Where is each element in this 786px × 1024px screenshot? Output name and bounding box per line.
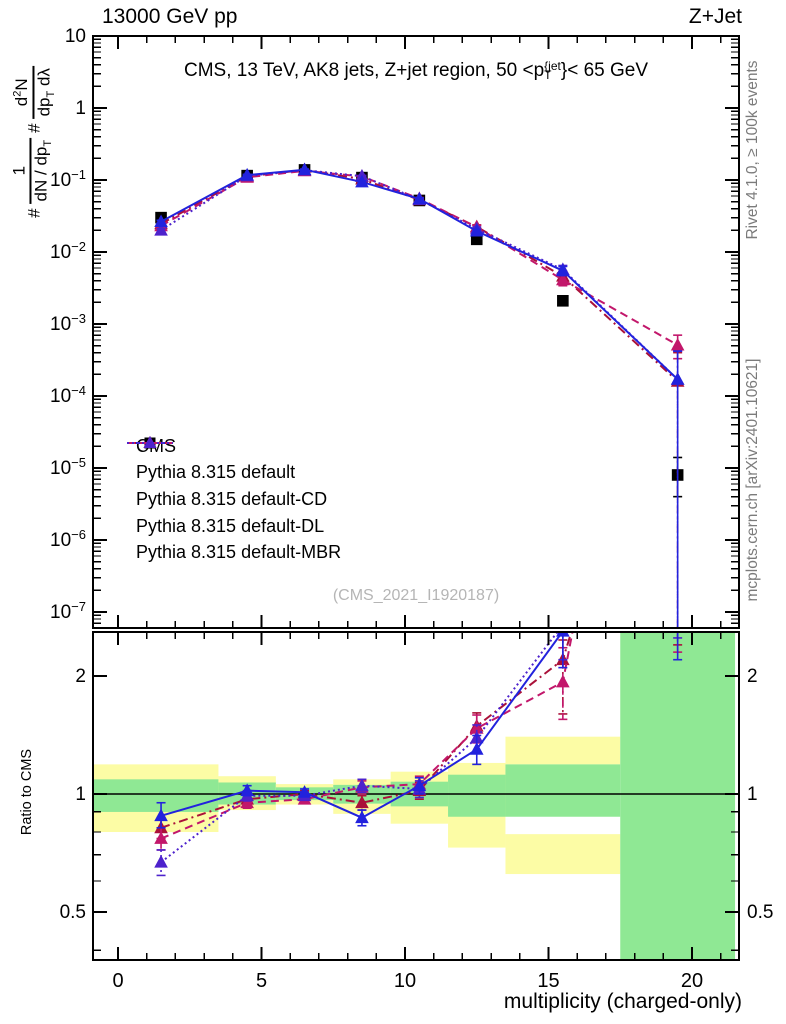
hash-symbol: # <box>23 208 43 218</box>
ratio-panel-series <box>154 268 685 877</box>
pythia-8-315-default-marker-triangle <box>556 263 570 277</box>
main-line-pythia-8-315-default-cd <box>160 168 679 383</box>
pythia-8-315-default-marker-triangle <box>469 223 484 237</box>
pythia-8-315-default-mbr-marker-triangle <box>154 855 168 868</box>
analysis-id-watermark: (CMS_2021_I1920187) <box>332 587 500 604</box>
x-axis-title: multiplicity (charged-only) <box>503 990 742 1013</box>
ratio-y-tick-label-right: 0.5 <box>747 902 773 923</box>
ratio-band-green <box>93 779 219 812</box>
legend-marker-pythia-8-315-default-mbr <box>127 436 173 448</box>
ratio-y-tick-label-left: 1 <box>75 784 86 805</box>
main-y-tick-label: 10 <box>65 26 86 47</box>
pythia-8-315-default-marker-triangle <box>240 783 254 797</box>
pythia-8-315-default-marker-triangle <box>671 268 685 281</box>
pythia-8-315-default-marker-triangle <box>297 162 312 176</box>
pythia-8-315-default-cd-marker-triangle <box>355 795 369 809</box>
ratio-y-tick-label-left: 2 <box>75 666 86 687</box>
pythia-8-315-default-marker-triangle <box>240 167 254 181</box>
plot-title-main: CMS, 13 TeV, AK8 jets, Z+jet region, 50 … <box>183 60 545 81</box>
main-y-tick-label: 10−7 <box>50 599 86 623</box>
ratio-y-tick-label-right: 1 <box>747 784 758 805</box>
main-y-tick-label: 10−1 <box>50 167 86 191</box>
pythia-8-315-default-dl-marker-triangle <box>556 272 570 286</box>
process-label: Z+Jet <box>688 5 742 28</box>
pythia-8-315-default-marker-triangle <box>154 214 168 228</box>
ratio-y-axis-title: Ratio to CMS <box>19 748 35 836</box>
axes: 0 5 10 15 20 10 1 10−1 10−2 10−3 10−4 10−5 10−6 10−7 2… <box>50 26 773 992</box>
ratio-y-tick-label-right: 2 <box>747 666 758 687</box>
ratio-line-pythia-8-315-default-dl <box>160 632 574 840</box>
ratio-y-tick-label-left: 0.5 <box>60 902 86 923</box>
pythia-8-315-default-marker-triangle <box>355 174 369 188</box>
plot-title-supsub: {jet T <box>544 58 561 82</box>
pythia-8-315-default-cd-marker-triangle <box>671 277 685 290</box>
pythia-8-315-default-dl-marker-triangle <box>556 674 570 688</box>
ratio-uncertainty-bands <box>93 632 739 960</box>
main-y-tick-label: 10−3 <box>50 311 86 335</box>
mcplots-arxiv-note: mcplots.cern.ch [arXiv:2401.10621] <box>744 358 761 602</box>
legend-label-pythia-8-315-default: Pythia 8.315 default <box>136 462 296 483</box>
main-y-axis-title: # 1 dN / dpT # d2N dpT dλ <box>7 66 60 218</box>
ratio-band-yellow <box>505 834 621 875</box>
cms-marker-square <box>557 295 569 307</box>
pythia-8-315-default-marker-triangle <box>670 372 685 385</box>
pythia-8-315-default-marker-triangle <box>297 785 312 798</box>
x-tick-label: 5 <box>256 970 267 992</box>
pythia-8-315-default-dl-marker-triangle <box>469 721 484 734</box>
rivet-version-note: Rivet 4.1.0, ≥ 100k events <box>744 60 761 240</box>
pythia-8-315-default-marker-triangle <box>412 191 427 205</box>
pythia-8-315-default-marker-triangle <box>412 778 427 792</box>
pythia-8-315-default-marker-triangle <box>355 810 369 824</box>
legend: CMS Pythia 8.315 default Pythia 8.315 defa… <box>126 433 341 566</box>
main-y-tick-label: 1 <box>75 98 86 119</box>
pythia-8-315-default-mbr-marker-triangle <box>671 268 685 281</box>
pythia-8-315-default-dl-marker-triangle <box>670 337 685 351</box>
plot-title-end: }< 65 GeV <box>560 60 648 81</box>
pythia-8-315-default-mbr-marker-triangle <box>355 778 369 792</box>
main-line-pythia-8-315-default-dl <box>160 169 679 346</box>
pythia-8-315-default-dl-marker-triangle <box>154 831 168 844</box>
x-tick-label: 10 <box>394 970 416 992</box>
pythia-8-315-default-marker-triangle <box>556 632 570 637</box>
y-axis-fraction-1: 1 dN / dpT <box>9 137 55 204</box>
legend-item-pythia-8-315-default: Pythia 8.315 default <box>126 436 341 487</box>
cms-marker-square <box>470 233 483 246</box>
main-line-pythia-8-315-default <box>160 168 679 381</box>
legend-item-pythia-8-315-default-cd: Pythia 8.315 default-CD <box>126 436 341 513</box>
x-tick-label: 20 <box>681 970 703 992</box>
ratio-band-green <box>505 764 621 817</box>
x-tick-label: 0 <box>112 970 123 992</box>
ratio-band-green <box>448 774 506 817</box>
main-frame <box>92 35 740 629</box>
ratio-line-pythia-8-315-default <box>160 632 564 819</box>
ratio-line-pythia-8-315-default-cd <box>160 632 573 829</box>
x-tick-label: 15 <box>537 970 559 992</box>
pythia-8-315-default-mbr-marker-triangle <box>154 222 168 236</box>
pythia-8-315-default-marker-triangle <box>154 808 168 822</box>
legend-label-pythia-8-315-default-cd: Pythia 8.315 default-CD <box>136 488 328 509</box>
main-y-tick-label: 10−6 <box>50 527 86 551</box>
y-axis-fraction-2: d2N dpT dλ <box>7 66 60 119</box>
main-y-tick-label: 10−4 <box>50 383 86 407</box>
legend-label-pythia-8-315-default-mbr: Pythia 8.315 default-MBR <box>136 542 342 563</box>
pythia-8-315-default-dl-marker-triangle <box>240 795 254 809</box>
main-y-tick-label: 10−2 <box>50 239 86 263</box>
plot-title: CMS, 13 TeV, AK8 jets, Z+jet region, 50 … <box>93 60 739 82</box>
legend-item-pythia-8-315-default-dl: Pythia 8.315 default-DL <box>126 436 341 540</box>
legend-label-pythia-8-315-default-dl: Pythia 8.315 default-DL <box>136 515 325 536</box>
main-y-tick-label: 10−5 <box>50 455 86 479</box>
ratio-band-yellow <box>505 736 621 765</box>
pythia-8-315-default-marker-triangle <box>469 742 484 755</box>
ratio-band-green <box>620 632 736 960</box>
ratio-frame <box>92 631 740 961</box>
beam-energy-label: 13000 GeV pp <box>102 5 238 28</box>
legend-item-pythia-8-315-default-mbr: Pythia 8.315 default-MBR <box>126 436 342 566</box>
hash-symbol: # <box>23 123 43 133</box>
